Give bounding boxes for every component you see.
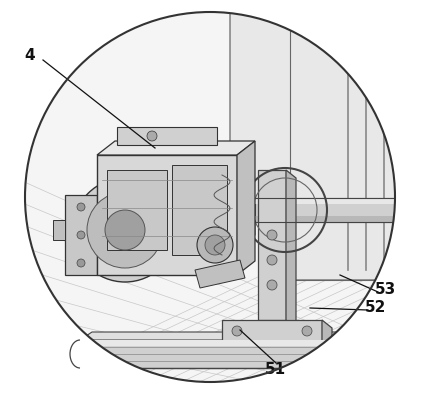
Bar — [65, 195, 97, 275]
Circle shape — [302, 326, 312, 336]
Circle shape — [267, 280, 277, 290]
Bar — [117, 127, 217, 145]
Bar — [255, 198, 395, 222]
Circle shape — [205, 235, 225, 255]
Circle shape — [105, 210, 145, 250]
Bar — [222, 320, 322, 342]
Circle shape — [77, 259, 85, 267]
Bar — [80, 340, 360, 368]
Polygon shape — [195, 260, 245, 288]
Bar — [107, 170, 167, 250]
Circle shape — [147, 131, 157, 141]
Circle shape — [87, 192, 163, 268]
Bar — [53, 220, 65, 240]
Circle shape — [73, 178, 177, 282]
Circle shape — [267, 255, 277, 265]
Polygon shape — [230, 5, 415, 280]
Bar — [255, 216, 395, 222]
Bar — [172, 165, 227, 255]
Polygon shape — [215, 220, 255, 255]
Bar — [255, 198, 395, 204]
Text: 4: 4 — [25, 47, 35, 62]
Text: 53: 53 — [374, 282, 396, 297]
Circle shape — [232, 326, 242, 336]
Polygon shape — [322, 320, 332, 350]
Bar — [258, 170, 286, 320]
Polygon shape — [286, 170, 296, 328]
Circle shape — [77, 231, 85, 239]
Circle shape — [197, 227, 233, 263]
Circle shape — [25, 12, 395, 382]
Polygon shape — [237, 141, 255, 275]
Circle shape — [267, 230, 277, 240]
Text: 51: 51 — [264, 363, 285, 378]
Bar — [97, 155, 237, 275]
Circle shape — [77, 203, 85, 211]
Bar — [80, 340, 360, 346]
Text: 52: 52 — [364, 301, 386, 316]
Polygon shape — [80, 332, 372, 340]
Polygon shape — [97, 141, 255, 155]
